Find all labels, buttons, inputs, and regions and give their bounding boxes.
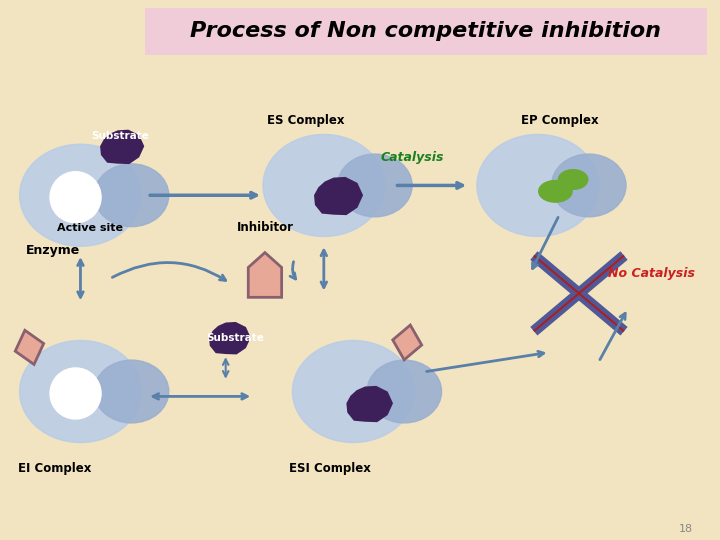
Ellipse shape bbox=[558, 170, 588, 190]
Text: Process of Non competitive inhibition: Process of Non competitive inhibition bbox=[190, 22, 662, 42]
Ellipse shape bbox=[94, 360, 168, 423]
Text: Catalysis: Catalysis bbox=[380, 151, 444, 164]
Ellipse shape bbox=[19, 341, 141, 443]
Polygon shape bbox=[209, 322, 251, 354]
Ellipse shape bbox=[263, 134, 384, 237]
Text: Enzyme: Enzyme bbox=[26, 244, 80, 258]
Ellipse shape bbox=[477, 134, 598, 237]
Text: No Catalysis: No Catalysis bbox=[608, 267, 696, 280]
Text: ESI Complex: ESI Complex bbox=[289, 462, 372, 475]
Ellipse shape bbox=[292, 341, 414, 443]
Ellipse shape bbox=[338, 154, 412, 217]
Text: Substrate: Substrate bbox=[91, 131, 148, 141]
Text: Inhibitor: Inhibitor bbox=[236, 220, 294, 233]
Polygon shape bbox=[346, 386, 393, 422]
Polygon shape bbox=[100, 130, 144, 164]
Ellipse shape bbox=[539, 180, 572, 202]
Text: EP Complex: EP Complex bbox=[521, 114, 598, 127]
Polygon shape bbox=[248, 253, 282, 298]
Circle shape bbox=[50, 172, 101, 222]
Polygon shape bbox=[392, 325, 422, 360]
Circle shape bbox=[50, 368, 101, 419]
Ellipse shape bbox=[367, 360, 441, 423]
Ellipse shape bbox=[19, 144, 141, 246]
Text: Substrate: Substrate bbox=[207, 333, 264, 342]
Text: Active site: Active site bbox=[58, 222, 123, 233]
Ellipse shape bbox=[94, 164, 168, 227]
Text: EI Complex: EI Complex bbox=[18, 462, 91, 475]
Ellipse shape bbox=[552, 154, 626, 217]
Polygon shape bbox=[314, 177, 363, 215]
Polygon shape bbox=[15, 330, 44, 365]
Text: ES Complex: ES Complex bbox=[267, 114, 345, 127]
Text: 18: 18 bbox=[679, 524, 693, 534]
Bar bbox=[145, 8, 706, 55]
